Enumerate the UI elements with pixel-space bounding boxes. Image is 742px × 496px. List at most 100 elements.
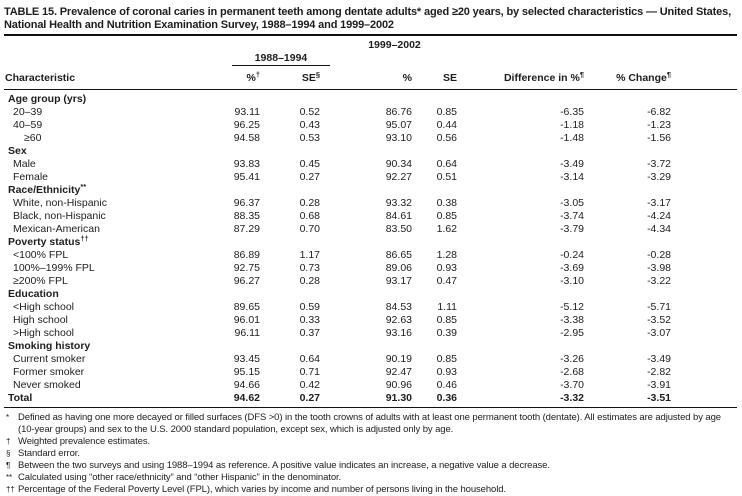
footnote-text: Defined as having one more decayed or fi…	[18, 411, 721, 435]
table-body: Age group (yrs) 20–39 93.11 0.52 86.76 0.85 -6…	[4, 89, 737, 408]
cell-value: -3.29	[647, 170, 671, 183]
cell-value: -1.23	[647, 118, 671, 131]
cell-value: -3.26	[560, 352, 584, 365]
cell-value: 93.32	[385, 196, 412, 209]
row-label: 40–59	[13, 118, 43, 131]
cell-value: -0.24	[560, 248, 584, 261]
cell-value: 88.35	[233, 209, 260, 222]
col-header-difference: Difference in %¶	[459, 65, 586, 90]
cell-value: 94.58	[233, 131, 260, 144]
row-label: <High school	[13, 300, 74, 313]
cell-value: 96.27	[233, 274, 260, 287]
table-row: <High school 89.65 0.59 84.53 1.11 -5.12 -5.71	[4, 301, 737, 314]
cell-value: 0.27	[299, 170, 320, 183]
spacer-cell	[672, 301, 737, 314]
cell-value: 87.29	[233, 222, 260, 235]
cell-value: 0.51	[436, 170, 457, 183]
cell-value: 96.01	[233, 313, 260, 326]
cell-value: 1.28	[436, 248, 457, 261]
footnote: ¶ Between the two surveys and using 1988–…	[4, 460, 737, 472]
cell-value: 0.36	[414, 391, 459, 408]
cell-value: -4.24	[647, 209, 671, 222]
cell-value: 1.62	[436, 222, 457, 235]
cell-value: 92.63	[385, 313, 412, 326]
section-row: Poverty status††	[4, 233, 737, 249]
section-row: Race/Ethnicity**	[4, 181, 737, 197]
prevalence-table: 1988–1994 1999–2002 Characteristic %† SE…	[4, 36, 737, 408]
footnote: ** Calculated using “other race/ethnicity…	[4, 472, 737, 484]
footnote-text: Percentage of the Federal Poverty Level …	[18, 483, 506, 495]
col-header-pct-1999: %	[330, 65, 414, 90]
row-label: Male	[13, 157, 36, 170]
cell-value: 93.10	[385, 131, 412, 144]
row-label: Total	[4, 391, 232, 408]
cell-value: 94.66	[233, 378, 260, 391]
cell-value: 0.56	[436, 131, 457, 144]
cell-value: -3.49	[560, 157, 584, 170]
cell-value: 93.45	[233, 352, 260, 365]
cell-value: 93.17	[385, 274, 412, 287]
table-row: Never smoked 94.66 0.42 90.96 0.46 -3.70 -3.91	[4, 379, 737, 392]
cell-value: 93.11	[234, 105, 261, 118]
spacer-cell	[672, 223, 737, 236]
cell-value: 91.30	[330, 391, 414, 408]
cell-value: -3.69	[560, 261, 584, 274]
cell-value: 0.28	[299, 274, 320, 287]
col-group-1999-2002: 1999–2002	[330, 36, 459, 65]
cell-value: 0.27	[262, 391, 330, 408]
column-header-row: Characteristic %† SE§ % SE Difference in…	[4, 65, 737, 90]
cell-value: 0.73	[299, 261, 320, 274]
row-label: Never smoked	[13, 378, 81, 391]
cell-value: 96.37	[233, 196, 260, 209]
cell-value: -3.17	[647, 196, 671, 209]
table-row: Male 93.83 0.45 90.34 0.64 -3.49 -3.72	[4, 158, 737, 171]
cell-value: 0.85	[436, 313, 457, 326]
footnote-marker: §	[6, 448, 11, 458]
cell-value: 86.89	[233, 248, 260, 261]
spacer-cell	[672, 119, 737, 132]
cell-value: 1.11	[437, 300, 457, 313]
spacer-cell	[672, 379, 737, 392]
col-header-se-1988: SE§	[262, 65, 330, 90]
row-label: Age group (yrs)	[8, 92, 87, 105]
table-row: <100% FPL 86.89 1.17 86.65 1.28 -0.24 -0.28	[4, 249, 737, 262]
spacer-cell	[672, 391, 737, 408]
footnote-marker: ¶	[666, 69, 671, 79]
cell-value: 0.59	[299, 300, 320, 313]
row-label: Race/Ethnicity**	[8, 181, 87, 196]
cell-value: 89.65	[233, 300, 260, 313]
spacer-cell	[4, 36, 232, 65]
cell-value: 0.85	[436, 352, 457, 365]
table-row: ≥200% FPL 96.27 0.28 93.17 0.47 -3.10 -3.22	[4, 275, 737, 288]
spacer-cell	[672, 249, 737, 262]
cell-value: -3.10	[560, 274, 584, 287]
row-label: Former smoker	[13, 365, 85, 378]
cell-value: -3.79	[560, 222, 584, 235]
cell-value: 92.47	[385, 365, 412, 378]
footnotes: * Defined as having one more decayed or f…	[4, 412, 737, 496]
cell-value: -5.12	[560, 300, 584, 313]
cell-value: 0.52	[299, 105, 320, 118]
cell-value: -1.56	[647, 131, 671, 144]
cell-value: 93.83	[233, 157, 260, 170]
table-row: White, non-Hispanic 96.37 0.28 93.32 0.38 -3.…	[4, 197, 737, 210]
cell-value: -3.38	[560, 313, 584, 326]
col-group-1988-1994: 1988–1994	[232, 36, 330, 66]
col-header-characteristic: Characteristic	[4, 65, 232, 90]
footnote-marker: ¶	[579, 69, 584, 79]
footnote-text: Weighted prevalence estimates.	[18, 435, 151, 447]
table-row: Mexican-American 87.29 0.70 83.50 1.62 -3.79 -…	[4, 223, 737, 236]
cell-value: 86.76	[385, 105, 412, 118]
cell-value: 0.45	[299, 157, 320, 170]
cell-value: 0.39	[436, 326, 457, 339]
footnote-marker: ††	[6, 484, 15, 494]
footnote-marker: ††	[80, 233, 89, 243]
spacer-cell	[672, 353, 737, 366]
footnote-marker: §	[315, 69, 320, 79]
spacer-cell	[672, 158, 737, 171]
table-row: >High school 96.11 0.37 93.16 0.39 -2.95 -3.07	[4, 327, 737, 340]
cell-value: 0.46	[436, 378, 457, 391]
spacer-cell	[672, 275, 737, 288]
cell-value: 94.62	[232, 391, 262, 408]
